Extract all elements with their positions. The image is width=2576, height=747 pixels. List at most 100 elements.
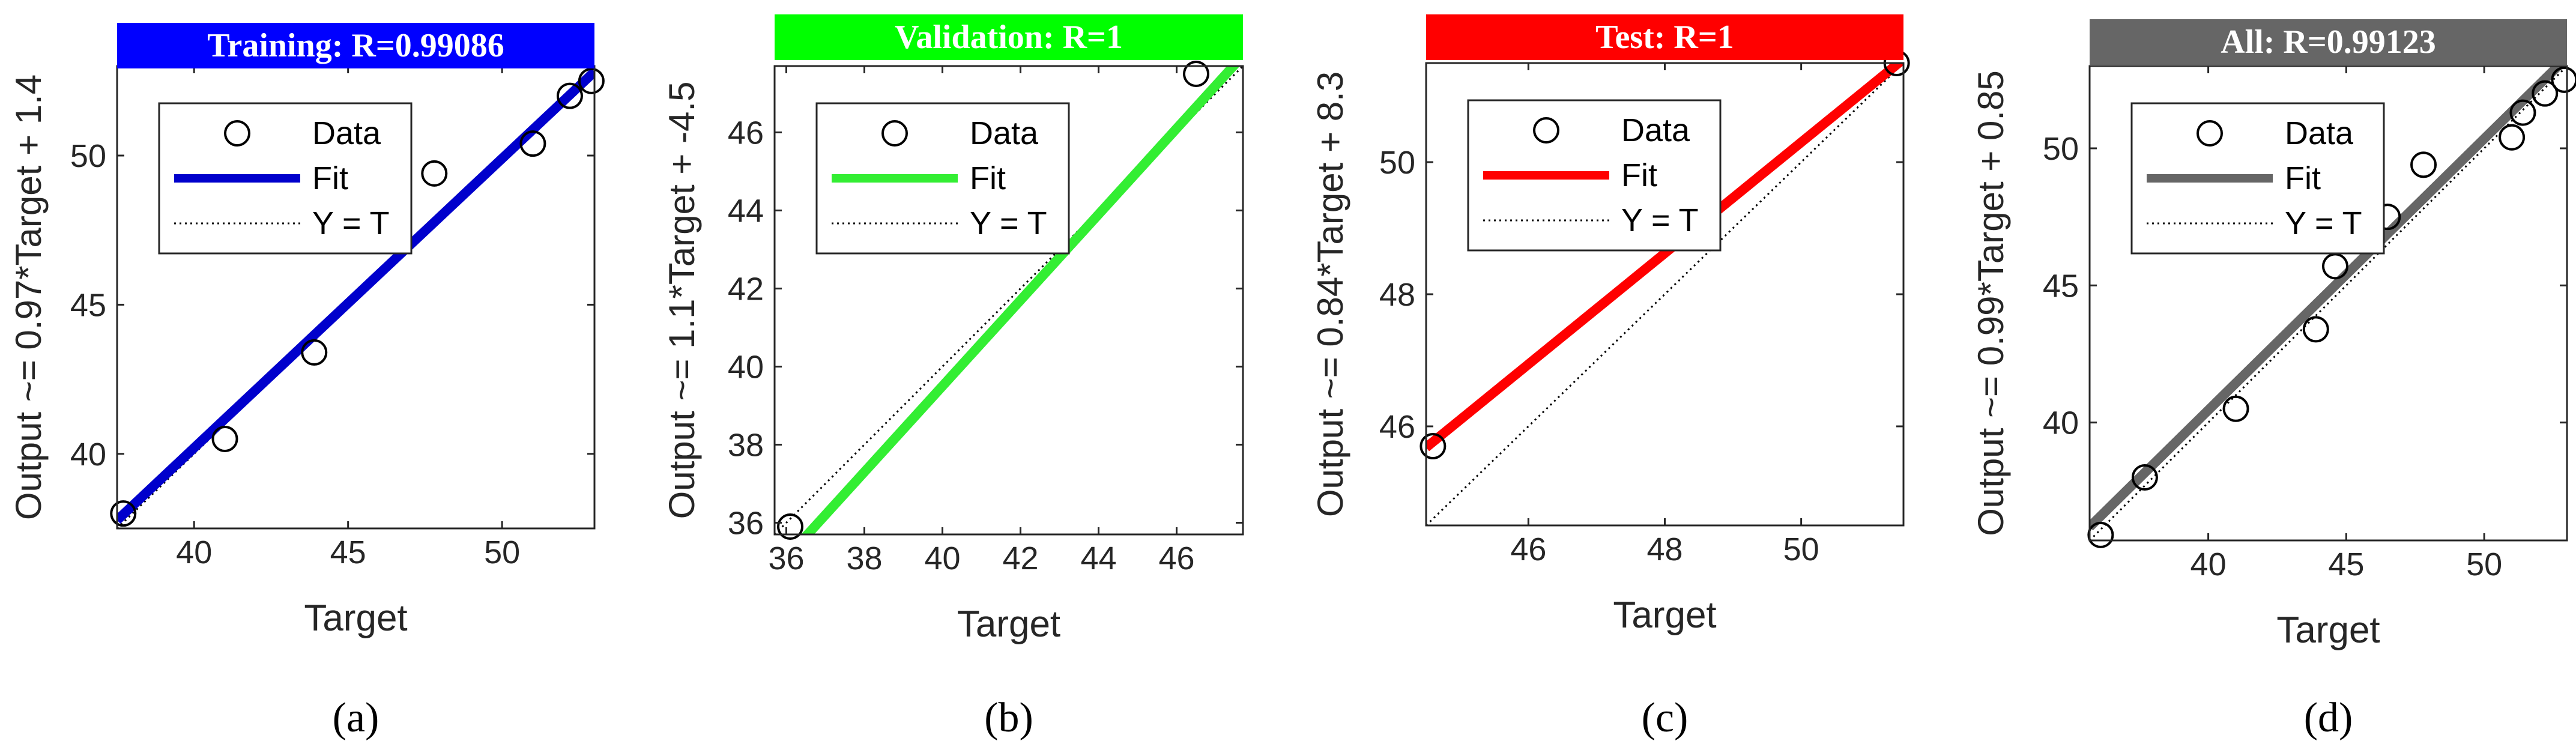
panel-caption: (d) (2304, 695, 2353, 741)
chart-title: Training: R=0.99086 (207, 27, 504, 64)
legend-fit-label: Fit (2285, 160, 2321, 196)
x-tick-label: 40 (924, 540, 960, 576)
legend-fit-label: Fit (312, 160, 348, 196)
chart-title: Validation: R=1 (895, 19, 1123, 56)
legend-yt-label: Y = T (1621, 202, 1699, 238)
x-tick-label: 50 (2466, 546, 2502, 582)
y-tick-label: 45 (2043, 268, 2079, 304)
chart-panel-4: 40 45 50 40 45 50 Target Output ~= 0.99*Target … (1971, 19, 2576, 741)
legend-data-marker (2197, 120, 2223, 147)
title-banner (2090, 19, 2567, 65)
legend-yt-label: Y = T (2285, 205, 2362, 241)
chart-title: All: R=0.99123 (2221, 23, 2436, 61)
x-tick-label: 48 (1646, 531, 1683, 567)
data-point-8 (2499, 124, 2526, 151)
plot-content (1426, 63, 1903, 525)
title-banner (775, 14, 1243, 60)
data-point-1 (110, 500, 137, 527)
y-axis-label: Output ~= 0.99*Target + 0.85 (1971, 70, 2011, 536)
data-point-1 (1420, 433, 1447, 459)
axes-box (2088, 65, 2568, 542)
x-axis-label: Target (304, 597, 407, 639)
x-tick-label: 50 (1783, 531, 1819, 567)
y-tick-label: 50 (2043, 131, 2079, 167)
data-point-10 (2532, 80, 2559, 107)
y-axis-label: Output ~= 0.84*Target + 8.3 (1310, 71, 1350, 517)
legend: Data Fit Y = T (2130, 102, 2385, 255)
plot-content (2090, 66, 2567, 540)
x-tick-label: 40 (2191, 546, 2227, 582)
y-tick-label: 50 (1379, 145, 1415, 181)
y-axis-label: Output ~= 1.1*Target + -4.5 (662, 82, 702, 519)
legend: Data Fit Y = T (1467, 99, 1722, 252)
x-tick-label: 40 (176, 534, 212, 570)
y-tick-label: 48 (1379, 277, 1415, 313)
x-tick-label: 44 (1080, 540, 1116, 576)
y-tick-label: 46 (728, 115, 764, 151)
y-tick-label: 40 (70, 437, 106, 473)
x-tick-label: 45 (330, 534, 366, 570)
y-tick-label: 40 (728, 349, 764, 386)
legend-yt-label: Y = T (312, 205, 390, 241)
y-tick-label: 46 (1379, 409, 1415, 445)
legend: Data Fit Y = T (815, 102, 1070, 255)
x-axis-label: Target (957, 603, 1060, 645)
x-axis-label: Target (2276, 609, 2380, 651)
data-point-1 (777, 513, 803, 540)
y-tick-label: 45 (70, 287, 106, 323)
legend-data-label: Data (312, 115, 381, 151)
data-point-9 (2509, 99, 2536, 126)
data-point-2 (211, 425, 238, 452)
x-tick-label: 50 (484, 534, 520, 570)
plot-content (775, 66, 1243, 534)
panel-caption: (c) (1642, 695, 1689, 741)
data-point-6 (556, 82, 583, 109)
x-tick-label: 36 (768, 540, 804, 576)
chart-panel-2: 36 38 40 42 44 46 36 38 40 42 44 46 Target Output ~= … (662, 14, 1244, 741)
legend-data-marker (224, 120, 250, 147)
x-tick-label: 46 (1510, 531, 1546, 567)
legend-fit-label: Fit (970, 160, 1006, 196)
data-point-11 (2551, 66, 2576, 93)
data-point-7 (578, 67, 605, 94)
plot-content (117, 66, 594, 528)
x-tick-label: 45 (2328, 546, 2364, 582)
title-banner (117, 23, 594, 68)
chart-panel-1: 40 45 50 40 45 50 Target Output ~= 0.97*Target … (8, 23, 605, 741)
title-banner (1426, 14, 1903, 60)
x-tick-label: 38 (846, 540, 882, 576)
legend-data-marker (1533, 117, 1559, 144)
fit-line (2090, 66, 2565, 531)
legend-data-label: Data (1621, 112, 1690, 148)
x-axis-label: Target (1613, 594, 1716, 636)
data-point-1 (2087, 521, 2114, 548)
y-tick-label: 36 (728, 506, 764, 542)
y-tick-label: 44 (728, 193, 764, 229)
chart-title: Test: R=1 (1595, 19, 1734, 56)
data-point-3 (2222, 395, 2249, 422)
panel-caption: (b) (984, 695, 1033, 741)
data-point-2 (2131, 464, 2158, 491)
legend-yt-label: Y = T (970, 205, 1047, 241)
y-tick-label: 42 (728, 271, 764, 307)
legend-data-marker (881, 120, 908, 147)
legend-data-label: Data (2285, 115, 2354, 151)
fit-line (117, 68, 594, 524)
data-point-5 (519, 130, 546, 157)
chart-panel-3: 46 48 50 46 48 50 Target Output ~= 0.84*Target … (1310, 14, 1910, 741)
fit-line (801, 66, 1240, 534)
data-point-7 (2410, 151, 2437, 178)
data-point-4 (421, 160, 448, 187)
axes-box (773, 65, 1244, 536)
panel-caption: (a) (333, 695, 379, 741)
x-tick-label: 42 (1002, 540, 1038, 576)
fit-line (1426, 63, 1903, 452)
x-tick-label: 46 (1158, 540, 1194, 576)
legend-fit-label: Fit (1621, 157, 1657, 193)
data-point-2 (1183, 61, 1209, 87)
y-tick-label: 40 (2043, 405, 2079, 441)
identity-line (2090, 66, 2567, 540)
data-point-4 (2302, 316, 2329, 343)
legend-data-label: Data (970, 115, 1039, 151)
